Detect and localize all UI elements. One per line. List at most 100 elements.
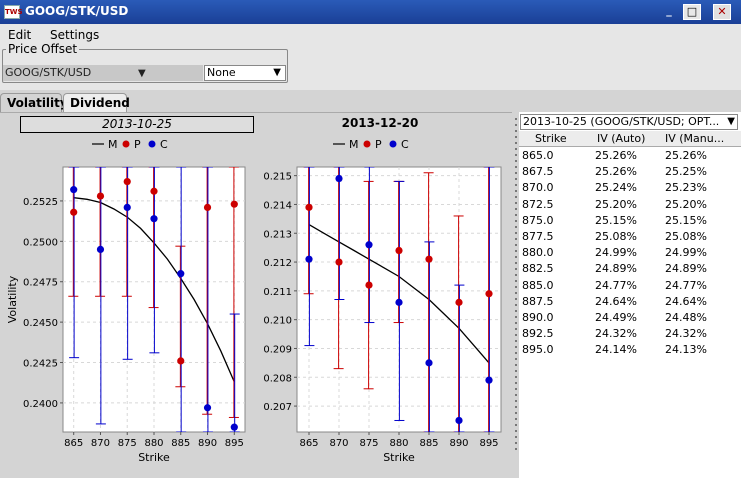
table-row[interactable]: 892.5 24.32% 24.32%	[519, 326, 741, 342]
put-iv-point	[70, 208, 78, 216]
tab-dividend[interactable]: Dividend	[63, 93, 130, 113]
col-iv-manual-header[interactable]: IV (Manu...	[665, 132, 725, 145]
cell-iv-manual: 24.89%	[665, 262, 707, 276]
cell-strike: 875.0	[522, 213, 554, 227]
table-row[interactable]: 867.5 25.26% 25.25%	[519, 164, 741, 180]
chart2-plot: 0.207 0.208 0.209 0.210 0.211 0.212 0.213 0.214…	[263, 166, 502, 464]
x-tick-label: 875	[359, 438, 378, 449]
legend-label: M	[108, 138, 118, 151]
call-iv-point	[96, 245, 105, 254]
splitter-grip-dot	[515, 298, 517, 300]
minimize-button[interactable]: _	[666, 4, 672, 17]
cell-iv-manual: 25.23%	[665, 181, 707, 195]
menu-bar: Edit Settings	[0, 24, 741, 46]
splitter-grip-dot	[515, 418, 517, 420]
cell-iv-manual: 25.20%	[665, 197, 707, 211]
legend-dot-icon	[148, 140, 156, 148]
close-button[interactable]: ✕	[713, 4, 731, 20]
table-row[interactable]: 880.0 24.99% 24.99%	[519, 245, 741, 261]
splitter-grip-dot	[515, 400, 517, 402]
table-row[interactable]: 895.0 24.14% 24.13%	[519, 342, 741, 358]
panel-splitter[interactable]	[513, 112, 519, 478]
splitter-grip-dot	[515, 430, 517, 432]
y-tick-label: 0.2425	[23, 359, 58, 370]
cell-strike: 882.5	[522, 262, 554, 276]
chart1-plot: 0.2400 0.2425 0.2450 0.2475 0.2500 0.2525 865 8…	[6, 166, 246, 464]
table-row[interactable]: 877.5 25.08% 25.08%	[519, 229, 741, 245]
chevron-down-icon: ▼	[725, 115, 735, 129]
splitter-grip-dot	[515, 262, 517, 264]
splitter-grip-dot	[515, 130, 517, 132]
cell-iv-manual: 24.32%	[665, 327, 707, 341]
splitter-grip-dot	[515, 190, 517, 192]
call-iv-point	[455, 416, 463, 425]
legend-label: P	[375, 138, 382, 151]
menu-edit[interactable]: Edit	[8, 28, 32, 42]
cell-iv-auto: 24.99%	[595, 246, 637, 260]
table-row[interactable]: 872.5 25.20% 25.20%	[519, 197, 741, 213]
legend-dot-icon	[389, 140, 397, 148]
splitter-grip-dot	[515, 274, 517, 276]
x-tick-label: 870	[91, 438, 110, 449]
x-tick-label: 880	[389, 438, 408, 449]
table-row[interactable]: 887.5 24.64% 24.64%	[519, 294, 741, 310]
cell-strike: 890.0	[522, 311, 554, 324]
table-row[interactable]: 875.0 25.15% 25.15%	[519, 213, 741, 229]
cell-iv-manual: 25.15%	[665, 213, 707, 227]
put-iv-point	[203, 203, 212, 211]
offset-mode-select[interactable]: None ▼	[204, 65, 286, 81]
table-row[interactable]: 865.0 25.26% 25.26%	[519, 148, 741, 164]
table-row[interactable]: 882.5 24.89% 24.89%	[519, 261, 741, 277]
splitter-grip-dot	[515, 436, 517, 438]
splitter-grip-dot	[515, 208, 517, 210]
splitter-grip-dot	[515, 382, 517, 384]
col-strike-header[interactable]: Strike	[535, 132, 567, 145]
call-iv-point	[425, 359, 433, 367]
table-row[interactable]: 885.0 24.77% 24.77%	[519, 278, 741, 294]
menu-settings[interactable]: Settings	[50, 28, 100, 42]
x-tick-label: 865	[299, 438, 318, 449]
splitter-grip-dot	[515, 370, 517, 372]
cell-iv-manual: 24.99%	[665, 246, 707, 260]
y-tick-label: 0.212	[263, 258, 292, 269]
cell-strike: 885.0	[522, 278, 554, 292]
splitter-grip-dot	[515, 316, 517, 318]
chart1-expiry-selector[interactable]: 2013-10-25	[20, 116, 254, 133]
splitter-grip-dot	[515, 376, 517, 378]
splitter-grip-dot	[515, 136, 517, 138]
expiry-select[interactable]: 2013-10-25 (GOOG/STK/USD; OPT... ▼	[520, 114, 738, 130]
legend-dot-icon	[363, 140, 371, 148]
call-iv-point	[395, 298, 403, 306]
plot-series	[68, 167, 240, 432]
legend-label: P	[134, 138, 141, 151]
splitter-grip-dot	[515, 424, 517, 426]
splitter-grip-dot	[515, 304, 517, 306]
y-tick-label: 0.207	[263, 402, 292, 413]
splitter-grip-dot	[515, 448, 517, 450]
y-tick-label: 0.2475	[23, 278, 58, 289]
splitter-grip-dot	[515, 238, 517, 240]
maximize-button[interactable]: □	[683, 4, 701, 20]
y-tick-label: 0.213	[263, 229, 292, 240]
cell-iv-auto: 25.26%	[595, 149, 637, 162]
table-row[interactable]: 890.0 24.49% 24.48%	[519, 310, 741, 326]
tab-volatility[interactable]: Volatility	[0, 93, 68, 113]
iv-table-panel: 2013-10-25 (GOOG/STK/USD; OPT... ▼ Strik…	[519, 112, 741, 478]
cell-strike: 880.0	[522, 246, 554, 260]
y-tick-label: 0.2450	[23, 318, 58, 329]
splitter-grip-dot	[515, 340, 517, 342]
col-iv-auto-header[interactable]: IV (Auto)	[597, 132, 646, 145]
x-tick-label: 880	[144, 438, 163, 449]
x-tick-label: 870	[329, 438, 348, 449]
table-row[interactable]: 870.0 25.24% 25.23%	[519, 180, 741, 196]
cell-iv-auto: 24.49%	[595, 311, 637, 324]
put-iv-point	[123, 177, 131, 186]
app-icon: TWS	[4, 5, 23, 19]
cell-strike: 870.0	[522, 181, 554, 195]
x-axis-label: Strike	[383, 451, 415, 464]
symbol-select[interactable]: GOOG/STK/USD ▼	[3, 65, 203, 81]
cell-iv-auto: 25.08%	[595, 230, 637, 243]
y-tick-label: 0.2525	[23, 197, 58, 208]
